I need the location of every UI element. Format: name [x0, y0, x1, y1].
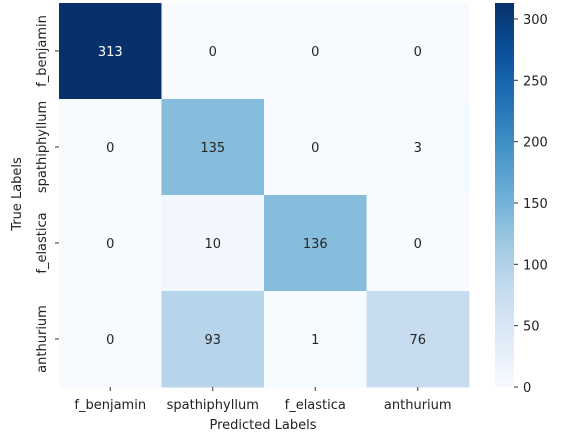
x-axis-ticks: f_benjamin spathiphyllum f_elastica anthuri…	[74, 387, 452, 413]
x-tick-label: spathiphyllum	[167, 398, 259, 413]
colorbar-tick-label: 0	[523, 381, 531, 396]
x-tick-label: f_benjamin	[74, 398, 146, 413]
heatmap-cell	[264, 99, 367, 196]
heatmap-cell	[59, 99, 162, 196]
heatmap-cell	[366, 291, 470, 388]
x-tick-label: f_elastica	[285, 398, 346, 413]
y-tick-label: spathiphyllum	[35, 101, 50, 193]
y-tick-label: f_elastica	[35, 212, 50, 273]
cell-value-label: 0	[106, 237, 114, 252]
cell-value-label: 3	[414, 141, 422, 156]
heatmap-cell	[59, 195, 162, 292]
y-axis-ticks: f_benjamin spathiphyllum f_elasticaanthuri…	[35, 15, 59, 373]
cell-value-label: 0	[414, 237, 422, 252]
cell-value-label: 136	[303, 237, 328, 252]
cell-value-label: 76	[409, 333, 426, 348]
cell-value-label: 0	[311, 141, 319, 156]
cell-value-label: 93	[204, 333, 221, 348]
x-axis-title: Predicted Labels	[209, 418, 316, 433]
heatmap-cell	[366, 99, 470, 196]
x-tick-label: anthurium	[384, 398, 452, 413]
cell-value-label: 0	[311, 45, 319, 60]
cell-value-label: 10	[204, 237, 221, 252]
cell-value-label: 0	[106, 141, 114, 156]
colorbar-tick-label: 50	[523, 320, 540, 335]
heatmap-cell	[161, 3, 265, 100]
colorbar-tick-label: 100	[523, 258, 548, 273]
cell-value-label: 0	[106, 333, 114, 348]
heatmap-cell	[264, 291, 367, 388]
colorbar-tick-label: 300	[523, 13, 548, 28]
y-tick-label: f_benjamin	[35, 15, 50, 87]
cell-value-label: 0	[414, 45, 422, 60]
colorbar-tick-label: 250	[523, 74, 548, 89]
heatmap-cell	[366, 3, 470, 100]
colorbar-gradient-bar	[495, 3, 514, 387]
heatmap-cells: 313 0 0 0 0 135 0 3 0 10 136 0 0 93 1 76	[59, 3, 470, 388]
heatmap-cell	[161, 99, 265, 196]
heatmap-cell	[264, 3, 367, 100]
cell-value-label: 313	[98, 45, 123, 60]
cell-value-label: 1	[311, 333, 319, 348]
y-tick-label: anthurium	[35, 305, 50, 373]
cell-value-label: 135	[200, 141, 225, 156]
heatmap-cell	[59, 3, 162, 100]
heatmap-cell	[161, 291, 265, 388]
colorbar: 0 50 100 150 200 250 300	[495, 3, 548, 396]
heatmap-cell	[264, 195, 367, 292]
heatmap-cell	[161, 195, 265, 292]
y-axis-title: True Labels	[10, 157, 25, 232]
colorbar-tick-label: 200	[523, 136, 548, 151]
colorbar-tick-label: 150	[523, 197, 548, 212]
heatmap-cell	[366, 195, 470, 292]
cell-value-label: 0	[209, 45, 217, 60]
heatmap-cell	[59, 291, 162, 388]
